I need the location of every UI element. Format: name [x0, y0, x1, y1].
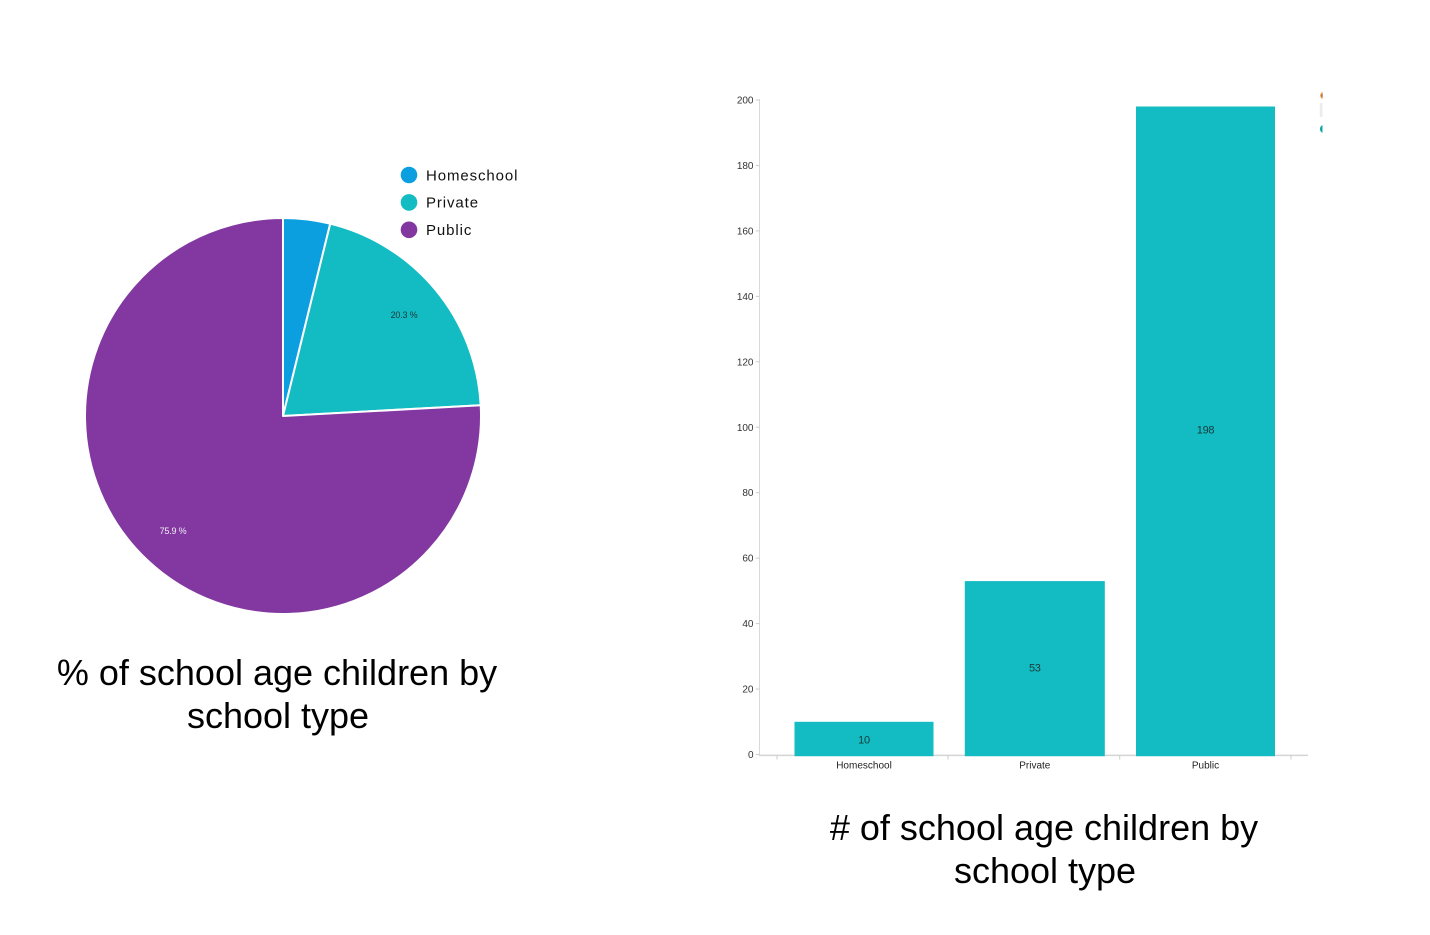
svg-text:60: 60 — [742, 554, 754, 565]
svg-text:200: 200 — [737, 96, 754, 107]
svg-text:75.9 %: 75.9 % — [160, 526, 187, 536]
svg-text:80: 80 — [742, 488, 754, 499]
svg-text:% of school age children by: % of school age children by — [57, 652, 497, 693]
svg-text:0: 0 — [748, 750, 754, 761]
svg-text:school type: school type — [187, 695, 369, 736]
svg-text:120: 120 — [737, 357, 754, 368]
svg-text:# of school age children by: # of school age children by — [830, 807, 1258, 848]
svg-text:Private: Private — [1019, 761, 1051, 772]
svg-text:140: 140 — [737, 292, 754, 303]
svg-text:180: 180 — [737, 161, 754, 172]
svg-text:Private: Private — [426, 195, 479, 212]
svg-text:Public: Public — [426, 222, 472, 239]
svg-text:100: 100 — [737, 423, 754, 434]
svg-text:Homeschool: Homeschool — [426, 167, 518, 184]
svg-text:Homeschool: Homeschool — [836, 761, 892, 772]
svg-text:school type: school type — [954, 850, 1136, 891]
svg-text:20.3 %: 20.3 % — [391, 310, 418, 320]
svg-text:198: 198 — [1197, 425, 1215, 437]
svg-text:20: 20 — [742, 685, 754, 696]
svg-text:40: 40 — [742, 619, 754, 630]
svg-text:Public: Public — [1192, 761, 1219, 772]
svg-text:10: 10 — [858, 734, 870, 746]
svg-text:160: 160 — [737, 226, 754, 237]
svg-text:53: 53 — [1029, 663, 1041, 675]
